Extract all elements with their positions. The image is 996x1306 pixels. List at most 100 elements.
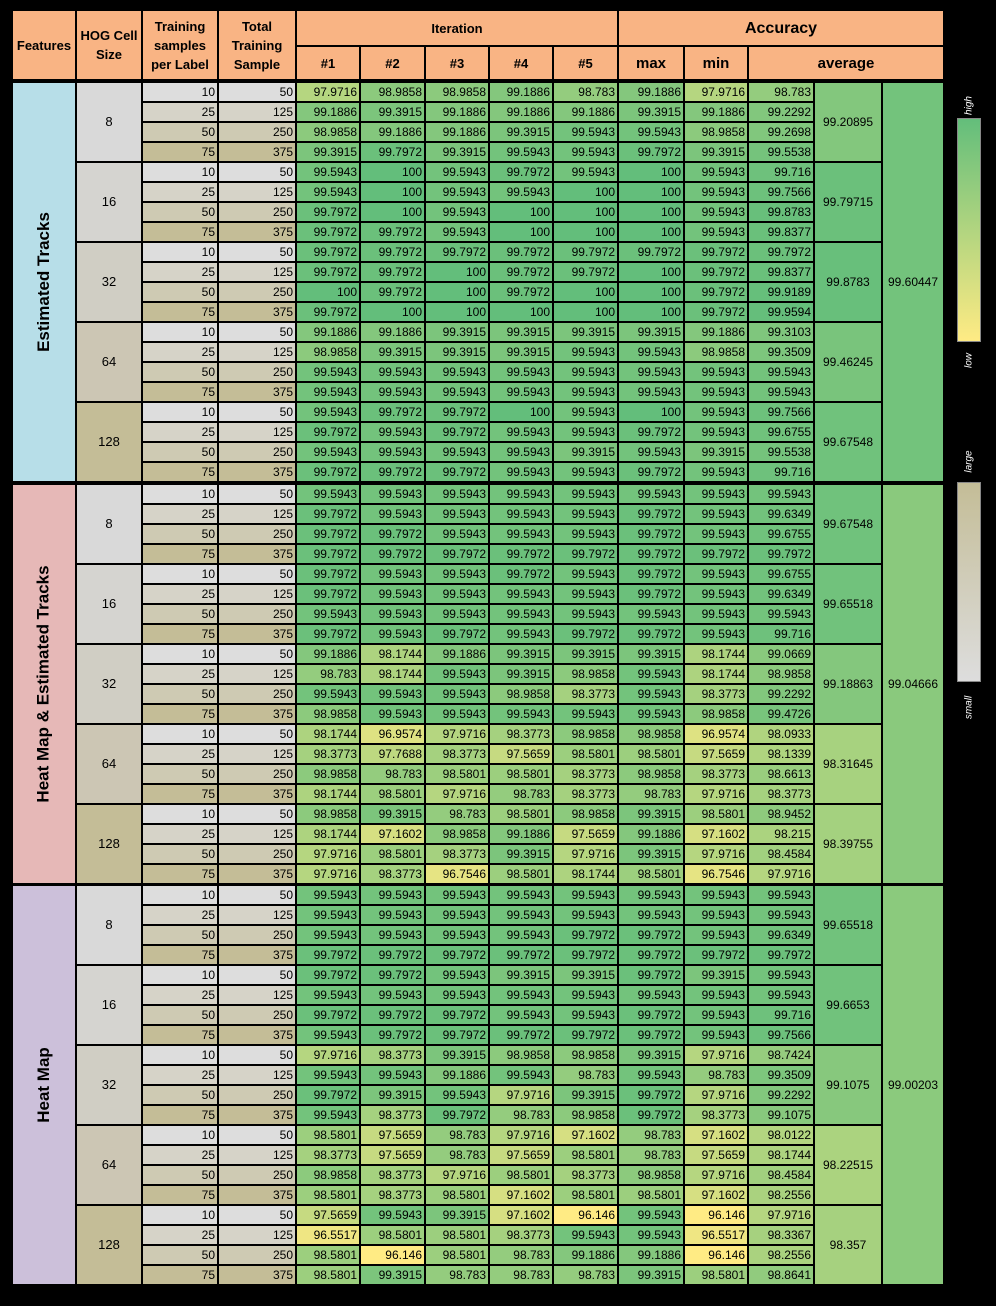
iteration-value: 97.1602 <box>554 1126 617 1144</box>
total-samples-value: 125 <box>219 103 295 121</box>
max-value: 99.7972 <box>619 926 683 944</box>
training-samples-value: 75 <box>143 545 217 563</box>
iteration-value: 99.5943 <box>426 565 488 583</box>
max-value: 99.5943 <box>619 906 683 924</box>
iteration-value: 99.1886 <box>297 103 359 121</box>
header-max: max <box>619 47 683 79</box>
iteration-value: 99.3915 <box>490 966 552 984</box>
iteration-value: 98.5801 <box>554 745 617 763</box>
iteration-value: 98.783 <box>490 1246 552 1264</box>
average-value: 98.8641 <box>749 1266 813 1284</box>
legend-samples-large-label: large <box>963 450 975 473</box>
iteration-value: 99.7972 <box>297 1006 359 1024</box>
iteration-value: 99.5943 <box>361 383 424 401</box>
iteration-value: 98.5801 <box>490 1166 552 1184</box>
max-value: 98.783 <box>619 1146 683 1164</box>
min-value: 96.146 <box>685 1246 747 1264</box>
average-value: 99.6755 <box>749 565 813 583</box>
iteration-value: 98.1744 <box>361 665 424 683</box>
min-value: 97.9716 <box>685 1046 747 1064</box>
training-samples-value: 75 <box>143 143 217 161</box>
total-samples-value: 125 <box>219 183 295 201</box>
min-value: 98.5801 <box>685 1266 747 1284</box>
iteration-value: 97.1602 <box>490 1206 552 1224</box>
iteration-value: 100 <box>297 283 359 301</box>
iteration-value: 99.5943 <box>490 585 552 603</box>
iteration-value: 99.7972 <box>297 203 359 221</box>
average-value: 99.5943 <box>749 966 813 984</box>
hog-cell-size: 32 <box>77 243 141 321</box>
training-samples-value: 50 <box>143 525 217 543</box>
iteration-value: 98.9858 <box>554 725 617 743</box>
iteration-value: 99.3915 <box>361 343 424 361</box>
iteration-value: 99.1886 <box>490 825 552 843</box>
iteration-value: 99.5943 <box>426 906 488 924</box>
iteration-value: 99.5943 <box>554 1006 617 1024</box>
iteration-value: 97.1602 <box>361 825 424 843</box>
header-iteration-col: #1 <box>297 47 359 79</box>
average-value: 99.5943 <box>749 605 813 623</box>
min-value: 99.5943 <box>685 1006 747 1024</box>
iteration-value: 98.5801 <box>426 1186 488 1204</box>
max-value: 99.7972 <box>619 625 683 643</box>
min-value: 99.5943 <box>685 986 747 1004</box>
total-samples-value: 50 <box>219 323 295 341</box>
iteration-value: 97.5659 <box>361 1146 424 1164</box>
training-samples-value: 10 <box>143 323 217 341</box>
iteration-value: 99.5943 <box>426 383 488 401</box>
iteration-value: 99.7972 <box>297 423 359 441</box>
iteration-value: 99.5943 <box>297 403 359 421</box>
iteration-value: 99.5943 <box>426 443 488 461</box>
min-value: 97.1602 <box>685 825 747 843</box>
training-samples-value: 25 <box>143 103 217 121</box>
total-samples-value: 50 <box>219 403 295 421</box>
min-value: 98.783 <box>685 1066 747 1084</box>
total-samples-value: 125 <box>219 343 295 361</box>
total-samples-value: 50 <box>219 886 295 904</box>
average-value: 99.6349 <box>749 585 813 603</box>
iteration-value: 99.5943 <box>426 183 488 201</box>
iteration-value: 99.5943 <box>361 1206 424 1224</box>
max-value: 99.7972 <box>619 243 683 261</box>
total-samples-value: 125 <box>219 906 295 924</box>
min-value: 99.5943 <box>685 423 747 441</box>
training-samples-value: 50 <box>143 283 217 301</box>
iteration-value: 99.7972 <box>554 946 617 964</box>
feature-label-text: Estimated Tracks <box>34 212 54 352</box>
iteration-value: 99.7972 <box>297 585 359 603</box>
iteration-value: 99.3915 <box>361 1086 424 1104</box>
iteration-value: 97.9716 <box>490 1086 552 1104</box>
average-value: 99.716 <box>749 625 813 643</box>
min-value: 99.5943 <box>685 403 747 421</box>
max-value: 99.7972 <box>619 463 683 481</box>
iteration-value: 99.5943 <box>297 906 359 924</box>
iteration-value: 99.5943 <box>490 525 552 543</box>
iteration-value: 99.3915 <box>361 103 424 121</box>
iteration-value: 99.7972 <box>361 946 424 964</box>
total-samples-value: 375 <box>219 1026 295 1044</box>
iteration-value: 98.783 <box>426 805 488 823</box>
header-accuracy: Accuracy <box>619 11 943 45</box>
iteration-value: 98.5801 <box>361 845 424 863</box>
max-value: 99.7972 <box>619 946 683 964</box>
iteration-value: 98.5801 <box>490 805 552 823</box>
iteration-value: 99.7972 <box>490 163 552 181</box>
iteration-value: 99.7972 <box>361 223 424 241</box>
training-samples-value: 25 <box>143 505 217 523</box>
training-samples-value: 25 <box>143 343 217 361</box>
feature-label: Heat Map & Estimated Tracks <box>13 485 75 883</box>
average-value: 99.716 <box>749 1006 813 1024</box>
block-average: 99.67548 <box>815 485 881 563</box>
max-value: 100 <box>619 263 683 281</box>
max-value: 99.5943 <box>619 1066 683 1084</box>
block-average: 99.67548 <box>815 403 881 481</box>
feature-label: Heat Map <box>13 886 75 1284</box>
training-samples-value: 75 <box>143 705 217 723</box>
min-value: 99.5943 <box>685 1026 747 1044</box>
average-value: 99.716 <box>749 463 813 481</box>
hog-cell-size: 64 <box>77 323 141 401</box>
iteration-value: 98.3773 <box>426 845 488 863</box>
iteration-value: 96.146 <box>361 1246 424 1264</box>
min-value: 97.9716 <box>685 1086 747 1104</box>
iteration-value: 99.1886 <box>490 83 552 101</box>
